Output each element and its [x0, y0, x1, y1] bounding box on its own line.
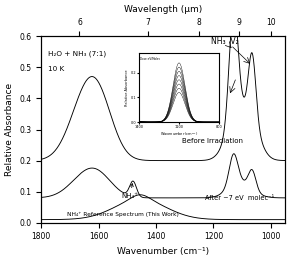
- Text: NH₄⁺: NH₄⁺: [122, 184, 139, 199]
- Text: After ~7 eV  molec⁻¹: After ~7 eV molec⁻¹: [205, 195, 274, 201]
- Text: Before Irradiation: Before Irradiation: [182, 139, 243, 145]
- Text: H₂O + NH₃ (7:1): H₂O + NH₃ (7:1): [48, 50, 106, 57]
- Text: NH₃  V₂: NH₃ V₂: [211, 37, 239, 46]
- X-axis label: Wavenumber (cm⁻¹): Wavenumber (cm⁻¹): [117, 247, 209, 256]
- Text: NH₄⁺ Reference Spectrum (This Work): NH₄⁺ Reference Spectrum (This Work): [67, 212, 179, 217]
- X-axis label: Wavelength (μm): Wavelength (μm): [124, 5, 202, 14]
- Text: 10 K: 10 K: [48, 66, 65, 72]
- Y-axis label: Relative Absorbance: Relative Absorbance: [5, 83, 14, 176]
